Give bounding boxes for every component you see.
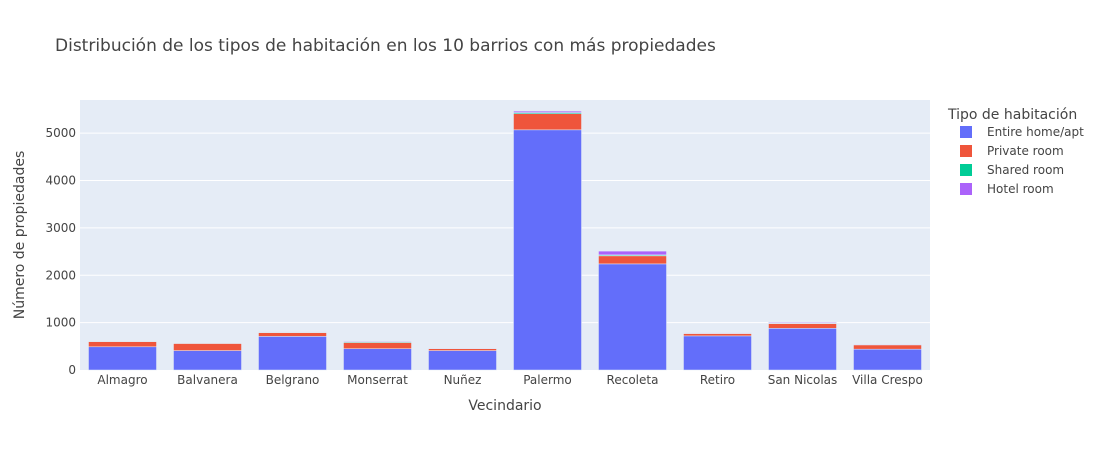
bar-segment <box>853 348 922 371</box>
legend: Tipo de habitación Entire home/apt Privat… <box>947 107 1084 196</box>
bar-segment <box>598 255 667 265</box>
bar-segment <box>598 250 667 256</box>
x-axis-title: Vecindario <box>468 398 541 414</box>
legend-swatch <box>960 145 972 157</box>
legend-swatch <box>960 126 972 138</box>
bar-segment <box>428 348 497 351</box>
y-tick-label: 4000 <box>45 174 76 188</box>
x-tick-label: Monserrat <box>347 373 408 387</box>
bar-segment <box>513 113 582 131</box>
y-tick-label: 3000 <box>45 221 76 235</box>
legend-label: Private room <box>987 144 1064 158</box>
x-tick-label: Almagro <box>97 373 147 387</box>
x-tick-label: Belgrano <box>266 373 320 387</box>
x-tick-label: Balvanera <box>177 373 238 387</box>
bar-segment <box>853 344 922 350</box>
bar-segment <box>513 129 582 371</box>
bar-segment <box>513 110 582 113</box>
bar-segment <box>88 341 157 348</box>
bar-segment <box>258 332 327 337</box>
legend-title: Tipo de habitación <box>947 107 1077 123</box>
x-tick-label: Retiro <box>700 373 735 387</box>
bar-segment <box>768 328 837 371</box>
x-axis-ticks: Almagro Balvanera Belgrano Monserrat Nuñez Pa… <box>97 373 922 387</box>
legend-swatch <box>960 164 972 176</box>
y-tick-label: 0 <box>68 363 76 377</box>
chart-title: Distribución de los tipos de habitación … <box>55 36 716 56</box>
bar-segment <box>768 322 837 324</box>
y-axis-title: Número de propiedades <box>12 151 28 320</box>
bar-segment <box>683 333 752 337</box>
legend-label: Hotel room <box>987 182 1054 196</box>
bars <box>88 110 922 371</box>
y-tick-label: 5000 <box>45 126 76 140</box>
x-tick-label: Recoleta <box>607 373 659 387</box>
bar-segment <box>343 342 412 349</box>
bar-segment <box>88 346 157 371</box>
x-tick-label: Palermo <box>523 373 572 387</box>
y-tick-label: 1000 <box>45 316 76 330</box>
bar-segment <box>343 340 412 343</box>
legend-label: Shared room <box>987 163 1064 177</box>
bar-segment <box>598 263 667 371</box>
y-tick-label: 2000 <box>45 268 76 282</box>
bar-segment <box>173 343 242 351</box>
x-tick-label: Villa Crespo <box>852 373 923 387</box>
bar-segment <box>173 350 242 371</box>
bar-segment <box>768 323 837 329</box>
bar-segment <box>683 335 752 371</box>
bar-segment <box>343 348 412 371</box>
x-tick-label: San Nicolas <box>768 373 838 387</box>
x-tick-label: Nuñez <box>444 373 482 387</box>
legend-swatch <box>960 183 972 195</box>
bar-segment <box>258 336 327 371</box>
y-axis-ticks: 0 1000 2000 3000 4000 5000 <box>45 126 76 377</box>
bar-segment <box>428 350 497 371</box>
legend-label: Entire home/apt <box>987 125 1084 139</box>
